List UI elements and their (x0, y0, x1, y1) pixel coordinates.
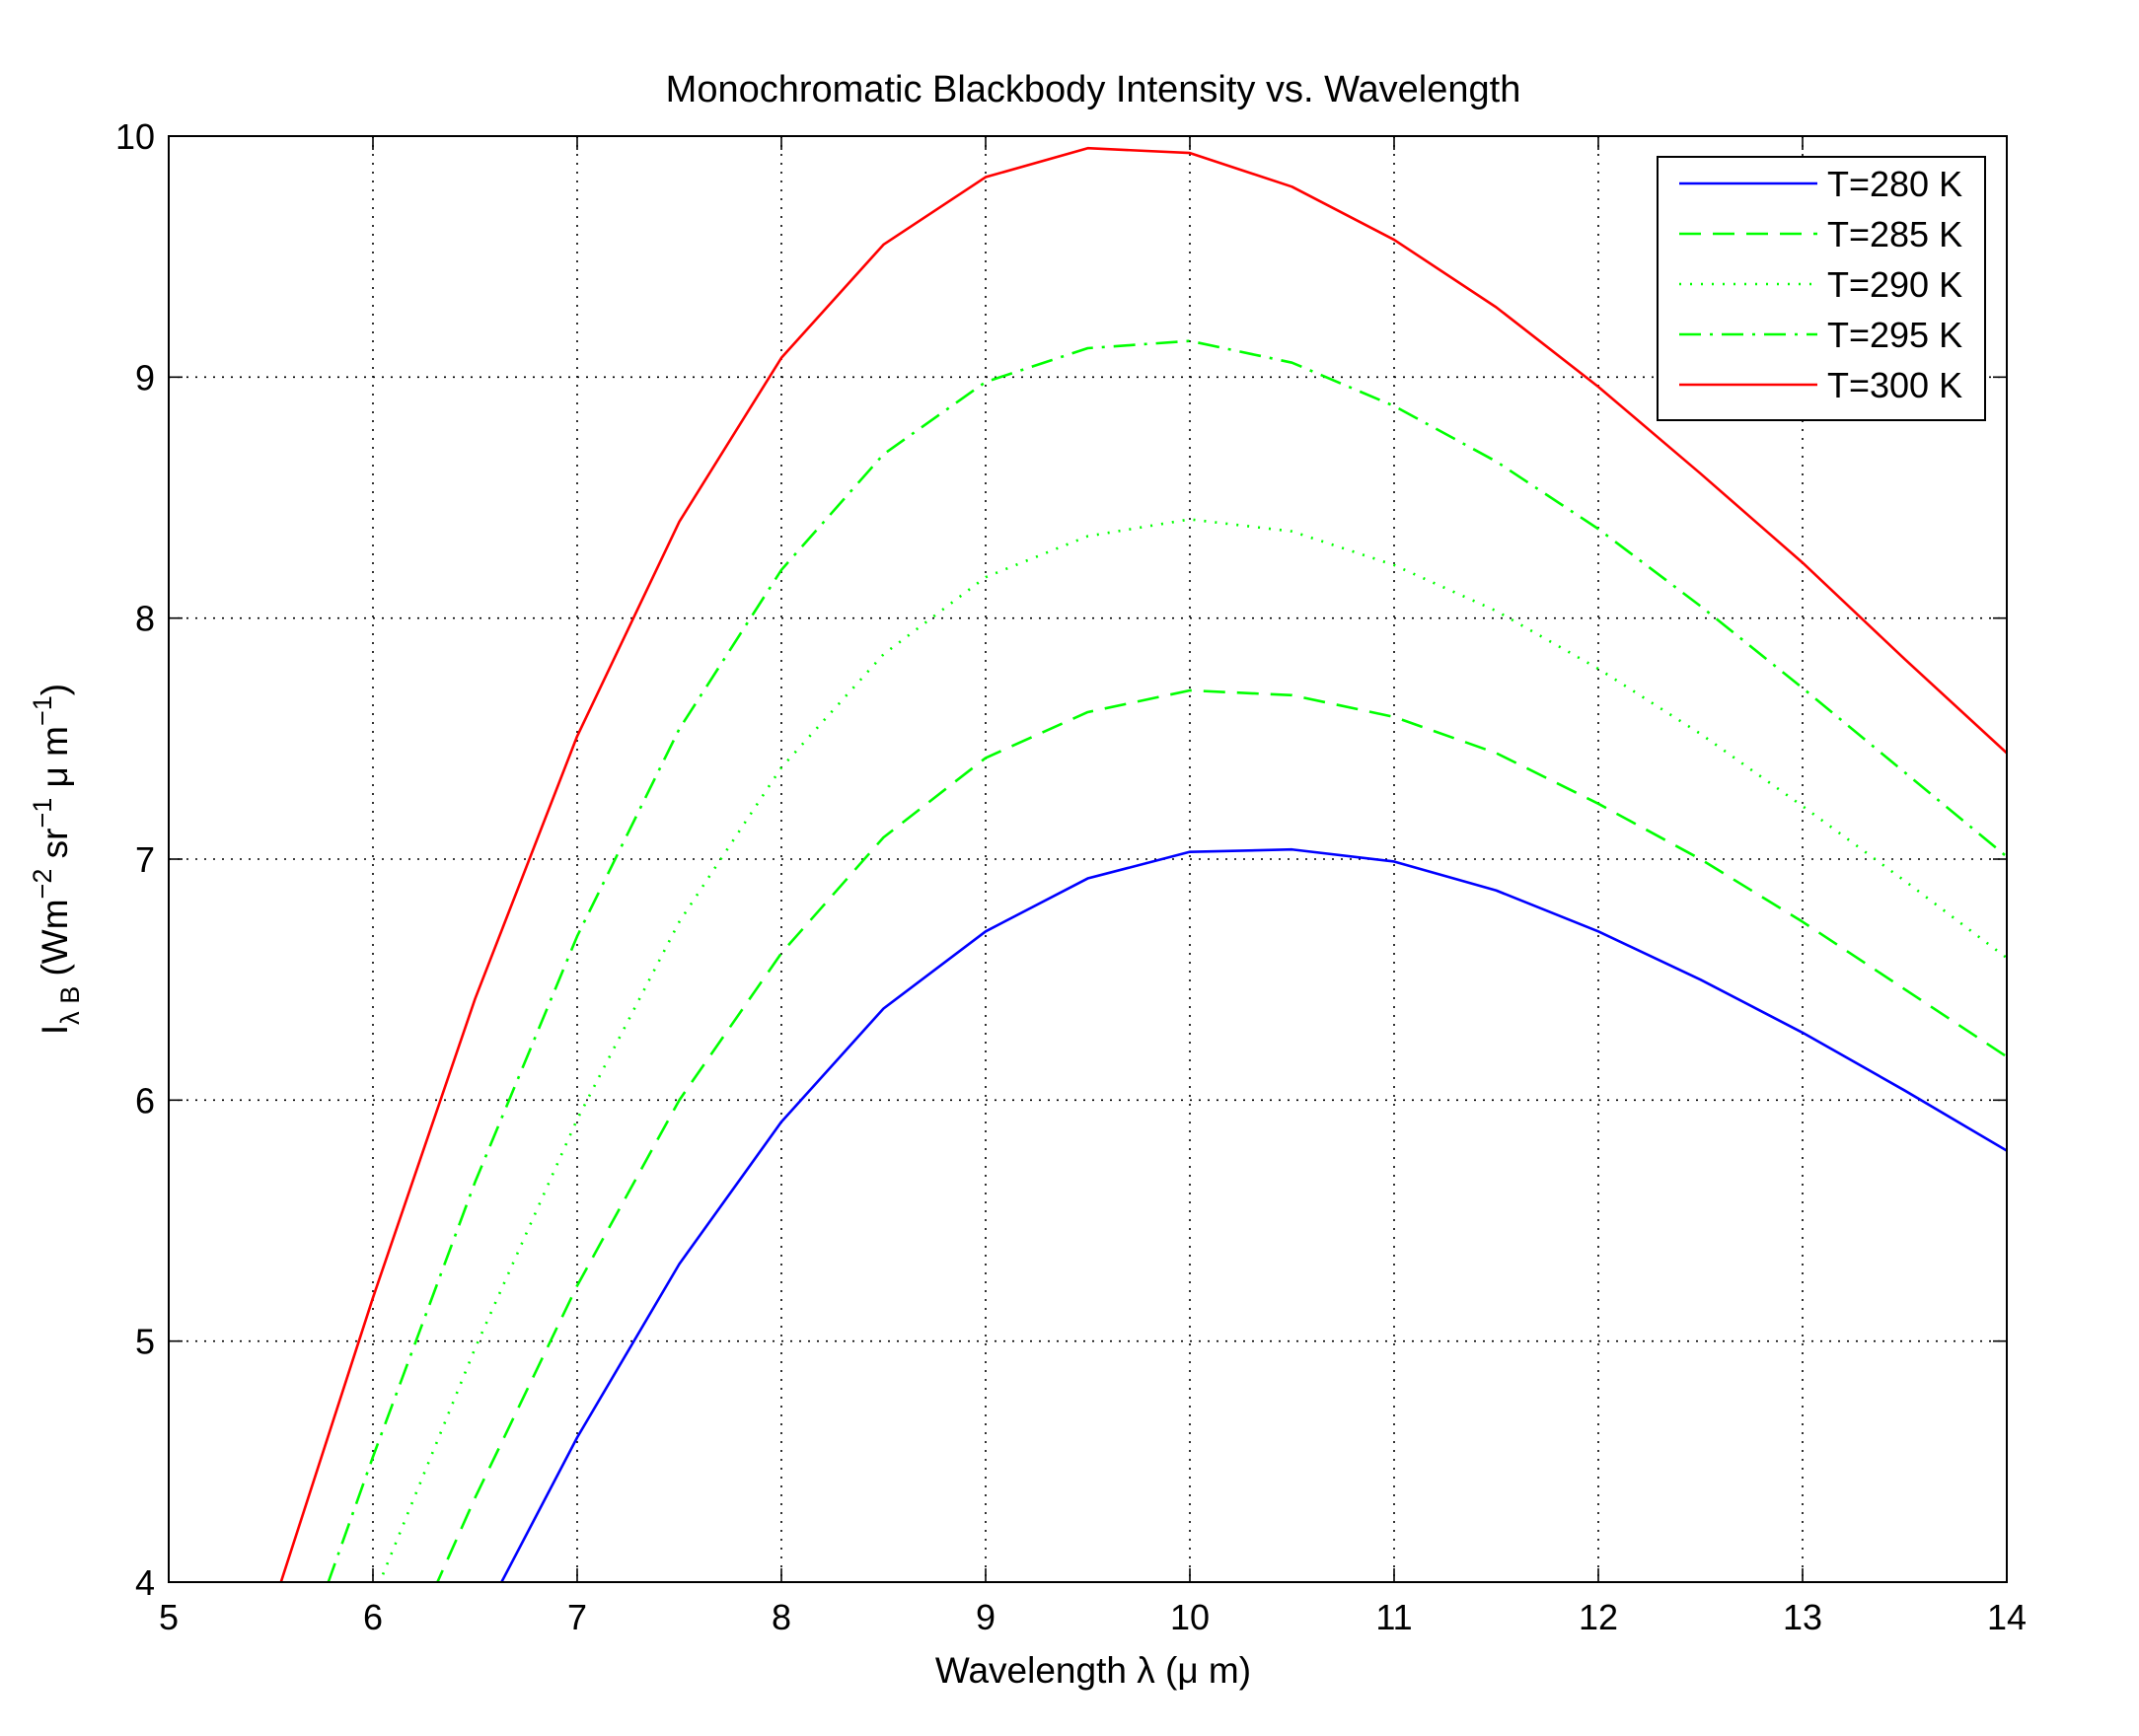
y-tick-label: 6 (135, 1080, 155, 1121)
x-axis-label: Wavelength λ (μ m) (935, 1650, 1251, 1691)
x-tick-label: 10 (1170, 1597, 1210, 1637)
y-axis-label-part: sr (35, 829, 75, 869)
x-tick-label: 12 (1579, 1597, 1618, 1637)
legend-label: T=285 K (1827, 214, 1962, 254)
y-axis-label: Iλ B (Wm−2 sr−1 μ m−1) (28, 684, 85, 1035)
legend-label: T=280 K (1827, 164, 1962, 204)
series-line (327, 339, 2007, 1582)
x-tick-label: 7 (567, 1597, 587, 1637)
y-axis-label-part: μ m (35, 726, 75, 798)
x-tick-label: 6 (363, 1597, 383, 1637)
plot-area (279, 146, 2007, 1582)
y-axis-label-part: −2 (28, 869, 57, 900)
legend-box (1657, 156, 1986, 421)
x-tick-label: 14 (1987, 1597, 2027, 1637)
y-axis-label-part: ) (35, 684, 75, 695)
x-tick-label: 9 (976, 1597, 996, 1637)
y-axis-label-part: I (35, 1025, 75, 1035)
legend-label: T=290 K (1827, 264, 1962, 305)
x-tick-label: 13 (1783, 1597, 1822, 1637)
series-line (279, 146, 2007, 1582)
legend-label: T=300 K (1827, 365, 1962, 405)
y-tick-label: 10 (115, 116, 155, 157)
y-tick-label: 5 (135, 1322, 155, 1362)
series-line (499, 847, 2007, 1582)
y-tick-label: 8 (135, 599, 155, 639)
x-tick-label: 11 (1375, 1597, 1412, 1637)
chart-title: Monochromatic Blackbody Intensity vs. Wa… (666, 69, 1521, 110)
plot-frame (168, 135, 2008, 1583)
y-axis-label-part: −1 (28, 798, 57, 829)
x-tick-label: 5 (159, 1597, 179, 1637)
x-tick-label: 8 (772, 1597, 791, 1637)
series-line (435, 688, 2007, 1582)
y-axis-label-part: −1 (28, 695, 57, 726)
y-axis-label-part: (Wm (35, 899, 75, 985)
y-tick-label: 7 (135, 839, 155, 880)
y-axis-label-part: λ B (55, 986, 85, 1025)
y-tick-label: 4 (135, 1562, 155, 1603)
y-tick-label: 9 (135, 357, 155, 398)
legend-label: T=295 K (1827, 315, 1962, 355)
